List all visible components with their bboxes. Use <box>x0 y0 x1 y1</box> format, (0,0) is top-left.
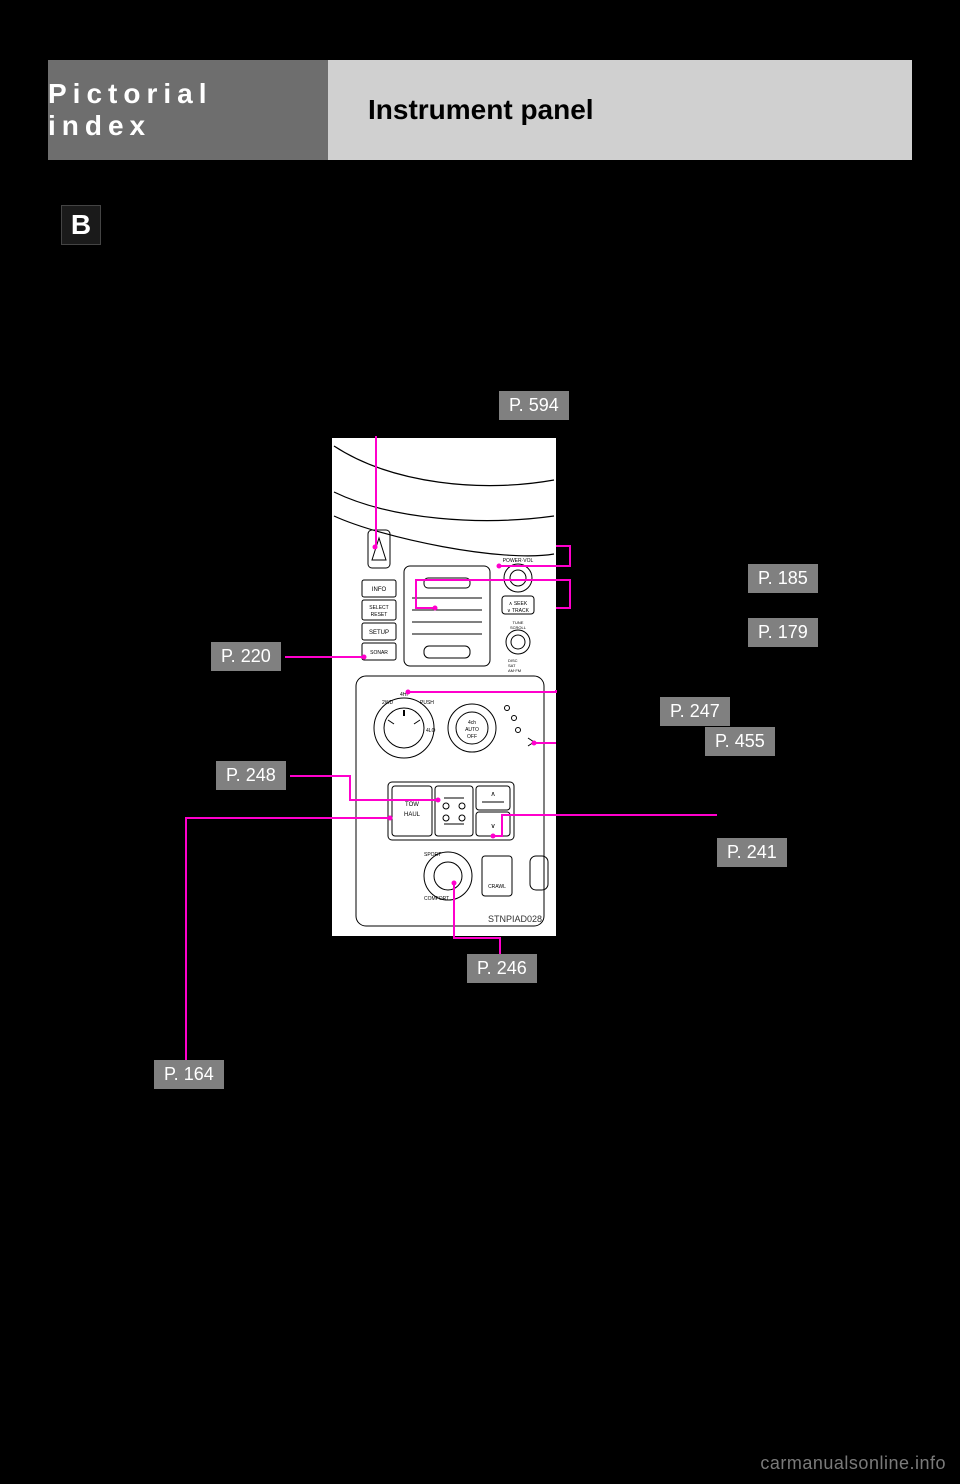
svg-text:AM·FM: AM·FM <box>508 668 521 673</box>
header-right-title: Instrument panel <box>368 94 594 126</box>
svg-text:SPORT: SPORT <box>424 852 441 858</box>
page-ref-p185: P. 185 <box>748 564 818 593</box>
svg-text:POWER·VOL: POWER·VOL <box>503 558 534 564</box>
instrument-panel-diagram: INFO SELECT RESET SETUP SONAR POWER·VOL … <box>332 438 556 936</box>
section-badge: B <box>61 205 101 245</box>
svg-text:AUTO: AUTO <box>465 727 479 733</box>
diagram-code: STNPIAD028 <box>488 914 542 924</box>
svg-text:∨: ∨ <box>490 823 495 830</box>
svg-text:INFO: INFO <box>372 587 387 593</box>
page-ref-p241: P. 241 <box>717 838 787 867</box>
watermark: carmanualsonline.info <box>760 1453 946 1474</box>
svg-text:∨ TRACK: ∨ TRACK <box>507 608 530 614</box>
header-tab-left: Pictorial index <box>48 60 328 160</box>
page-ref-p455: P. 455 <box>705 727 775 756</box>
svg-text:CRAWL: CRAWL <box>488 884 506 890</box>
page-ref-p246: P. 246 <box>467 954 537 983</box>
panel-svg: INFO SELECT RESET SETUP SONAR POWER·VOL … <box>332 438 556 936</box>
svg-text:∧ SEEK: ∧ SEEK <box>509 601 528 607</box>
svg-text:∧: ∧ <box>490 791 495 798</box>
page-ref-p164: P. 164 <box>154 1060 224 1089</box>
svg-text:SONAR: SONAR <box>370 650 388 656</box>
svg-text:2WD: 2WD <box>382 700 394 706</box>
svg-text:COMFORT: COMFORT <box>424 896 449 902</box>
svg-text:TOW: TOW <box>405 802 419 808</box>
svg-text:PUSH: PUSH <box>420 700 434 706</box>
svg-text:SETUP: SETUP <box>369 630 389 636</box>
page-ref-p179: P. 179 <box>748 618 818 647</box>
svg-text:SCROLL: SCROLL <box>510 625 527 630</box>
svg-text:RESET: RESET <box>371 612 388 618</box>
section-letter: B <box>71 209 91 241</box>
svg-text:OFF: OFF <box>467 734 477 740</box>
page-ref-p248: P. 248 <box>216 761 286 790</box>
header-tab-right: Instrument panel <box>328 60 912 160</box>
svg-text:4HI: 4HI <box>400 692 408 698</box>
svg-text:4ch: 4ch <box>468 720 476 726</box>
header-left-title: Pictorial index <box>48 78 328 142</box>
svg-text:SELECT: SELECT <box>369 605 388 611</box>
page-ref-p220: P. 220 <box>211 642 281 671</box>
page-ref-p594: P. 594 <box>499 391 569 420</box>
svg-text:4LO: 4LO <box>426 728 436 734</box>
svg-text:HAUL: HAUL <box>404 812 421 818</box>
page-ref-p247: P. 247 <box>660 697 730 726</box>
